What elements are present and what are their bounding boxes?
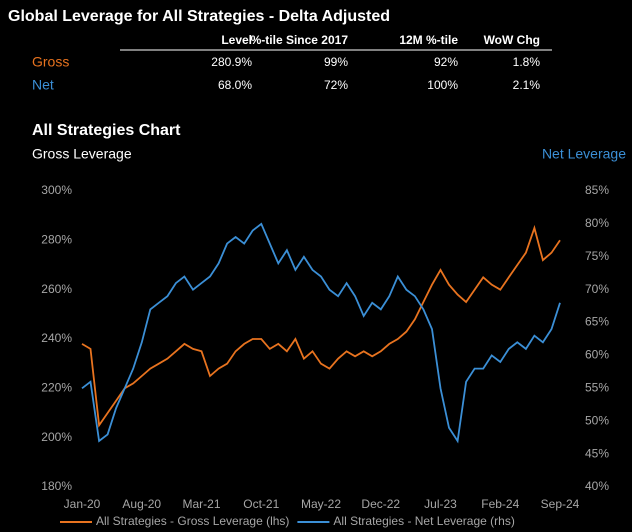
cell: 92% <box>434 55 458 69</box>
y2-tick-label: 40% <box>585 479 609 493</box>
y2-tick-label: 65% <box>585 315 609 329</box>
y2-tick-label: 45% <box>585 446 609 460</box>
row-label: Gross <box>32 54 69 70</box>
y2-tick-label: 60% <box>585 348 609 362</box>
column-header: WoW Chg <box>484 33 540 47</box>
y-tick-label: 200% <box>41 430 72 444</box>
row-label: Net <box>32 77 54 93</box>
x-tick-label: Jan-20 <box>64 497 101 511</box>
table-title: Global Leverage for All Strategies - Del… <box>8 8 390 25</box>
cell: 2.1% <box>513 78 541 92</box>
y-tick-label: 280% <box>41 233 72 247</box>
y2-axis-label: Net Leverage <box>542 146 626 162</box>
cell: 68.0% <box>218 78 252 92</box>
y2-tick-label: 55% <box>585 381 609 395</box>
y-tick-label: 300% <box>41 183 72 197</box>
cell: 72% <box>324 78 348 92</box>
y-tick-label: 180% <box>41 479 72 493</box>
cell: 99% <box>324 55 348 69</box>
line-series <box>81 224 561 428</box>
x-tick-label: May-22 <box>301 497 341 511</box>
y-tick-label: 240% <box>41 331 72 345</box>
x-tick-label: Aug-20 <box>122 497 161 511</box>
x-tick-label: Feb-24 <box>481 497 519 511</box>
legend-label: All Strategies - Net Leverage (rhs) <box>333 514 514 528</box>
cell: 1.8% <box>513 55 541 69</box>
column-header: 12M %-tile <box>399 33 458 47</box>
x-tick-label: Oct-21 <box>243 497 279 511</box>
x-tick-label: Mar-21 <box>182 497 220 511</box>
legend-label: All Strategies - Gross Leverage (lhs) <box>96 514 289 528</box>
cell: 280.9% <box>211 55 252 69</box>
x-tick-label: Dec-22 <box>361 497 400 511</box>
y-axis-label: Gross Leverage <box>32 146 132 162</box>
column-header: %-tile Since 2017 <box>251 33 349 47</box>
line-series <box>81 222 561 444</box>
y-tick-label: 220% <box>41 381 72 395</box>
y2-tick-label: 75% <box>585 249 609 263</box>
x-tick-label: Sep-24 <box>541 497 580 511</box>
y2-tick-label: 80% <box>585 216 609 230</box>
column-header: Level <box>221 33 252 47</box>
y-tick-label: 260% <box>41 282 72 296</box>
chart-title: All Strategies Chart <box>32 122 181 139</box>
cell: 100% <box>427 78 458 92</box>
y2-tick-label: 70% <box>585 282 609 296</box>
y2-tick-label: 50% <box>585 413 609 427</box>
x-tick-label: Jul-23 <box>424 497 457 511</box>
y2-tick-label: 85% <box>585 183 609 197</box>
